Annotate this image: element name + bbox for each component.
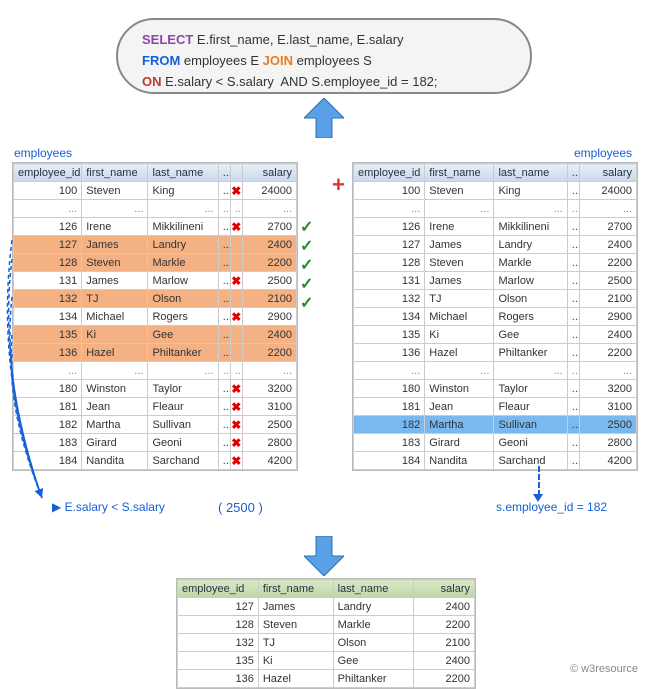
col-last-name: last_name [494,164,567,182]
x-mark-icon: ✖ [231,310,241,324]
table-row: 134MichaelRogers...✖2900 [14,308,297,326]
check-icon: ✓ [300,294,320,313]
arrow-up-icon [304,98,344,138]
sql-select-cols: E.first_name, E.last_name, E.salary [193,32,403,47]
col-salary: salary [580,164,637,182]
table-row: 132TJOlson2100 [178,634,475,652]
table-row: 131JamesMarlow...2500 [354,272,637,290]
left-table-title: employees [14,146,72,160]
table-row: 131JamesMarlow...✖2500 [14,272,297,290]
checkmark-column: ✓✓✓✓✓ [300,218,320,313]
x-mark-icon: ✖ [231,220,241,234]
table-row: 134MichaelRogers...2900 [354,308,637,326]
sql-join-kw: JOIN [263,53,293,68]
check-icon: ✓ [300,256,320,275]
table-row: 183GirardGeoni...2800 [354,434,637,452]
col-employee-id: employee_id [178,580,259,598]
table-row: ............... [354,362,637,380]
right-dash-line [538,466,540,496]
table-row: 136HazelPhiltanker...2200 [14,344,297,362]
table-row: 184NanditaSarchand...✖4200 [14,452,297,470]
check-icon: ✓ [300,275,320,294]
table-row: 100StevenKing...24000 [354,182,637,200]
annotation-mid: ( 2500 ) [218,500,263,515]
table-row: 128StevenMarkle...2200 [354,254,637,272]
col-employee-id: employee_id [14,164,82,182]
col-first-name: first_name [258,580,333,598]
x-mark-icon: ✖ [231,454,241,468]
left-employees-table: employee_id first_name last_name ... sal… [12,162,298,471]
annotation-left: ▶ E.salary < S.salary [52,500,165,514]
table-row: 182MarthaSullivan...2500 [354,416,637,434]
col-dots2 [230,164,242,182]
x-mark-icon: ✖ [231,436,241,450]
col-salary: salary [414,580,475,598]
table-row: 135KiGee...2400 [14,326,297,344]
table-row: 180WinstonTaylor...✖3200 [14,380,297,398]
x-mark-icon: ✖ [231,274,241,288]
sql-on-txt: E.salary < S.salary AND S.employee_id = … [162,74,438,89]
left-table: employee_id first_name last_name ... sal… [13,163,297,470]
table-row: 100StevenKing...✖24000 [14,182,297,200]
sql-join-txt: employees S [293,53,372,68]
col-last-name: last_name [333,580,414,598]
check-icon: ✓ [300,237,320,256]
table-row: 127JamesLandry...2400 [14,236,297,254]
x-mark-icon: ✖ [231,418,241,432]
table-row: 128StevenMarkle...2200 [14,254,297,272]
table-row: 127JamesLandry...2400 [354,236,637,254]
footer-credit: © w3resource [570,663,638,675]
table-row: .................. [14,200,297,218]
sql-query-pill: SELECT E.first_name, E.last_name, E.sala… [116,18,532,94]
sql-select-kw: SELECT [142,32,193,47]
plus-icon: + [332,172,345,198]
table-row: 127JamesLandry2400 [178,598,475,616]
x-mark-icon: ✖ [231,382,241,396]
table-row: 135KiGee2400 [178,652,475,670]
col-first-name: first_name [425,164,494,182]
sql-from-kw: FROM [142,53,180,68]
col-dots: ... [567,164,580,182]
table-row: 136HazelPhiltanker2200 [178,670,475,688]
sql-from-txt: employees E [180,53,262,68]
sql-on-kw: ON [142,74,162,89]
table-row: 132TJOlson...2100 [354,290,637,308]
col-last-name: last_name [148,164,218,182]
table-row: 126IreneMikkilineni...✖2700 [14,218,297,236]
right-table-title: employees [574,146,632,160]
right-table: employee_id first_name last_name ... sal… [353,163,637,470]
x-mark-icon: ✖ [231,184,241,198]
arrow-down-icon [304,536,344,576]
col-first-name: first_name [82,164,148,182]
table-row: 180WinstonTaylor...3200 [354,380,637,398]
col-dots: ... [218,164,230,182]
table-row: 182MarthaSullivan...✖2500 [14,416,297,434]
check-icon: ✓ [300,218,320,237]
table-row: 184NanditaSarchand...4200 [354,452,637,470]
result-table-wrap: employee_id first_name last_name salary … [176,578,476,689]
result-table: employee_id first_name last_name salary … [177,579,475,688]
table-row: 181JeanFleaur...3100 [354,398,637,416]
col-employee-id: employee_id [354,164,425,182]
table-row: 183GirardGeoni...✖2800 [14,434,297,452]
table-row: 126IreneMikkilineni...2700 [354,218,637,236]
annotation-right: s.employee_id = 182 [496,500,607,514]
col-salary: salary [242,164,296,182]
table-row: 128StevenMarkle2200 [178,616,475,634]
table-row: 132TJOlson...2100 [14,290,297,308]
right-employees-table: employee_id first_name last_name ... sal… [352,162,638,471]
table-row: ............... [354,200,637,218]
table-row: 136HazelPhiltanker...2200 [354,344,637,362]
x-mark-icon: ✖ [231,400,241,414]
table-row: .................. [14,362,297,380]
table-row: 181JeanFleaur...✖3100 [14,398,297,416]
table-row: 135KiGee...2400 [354,326,637,344]
